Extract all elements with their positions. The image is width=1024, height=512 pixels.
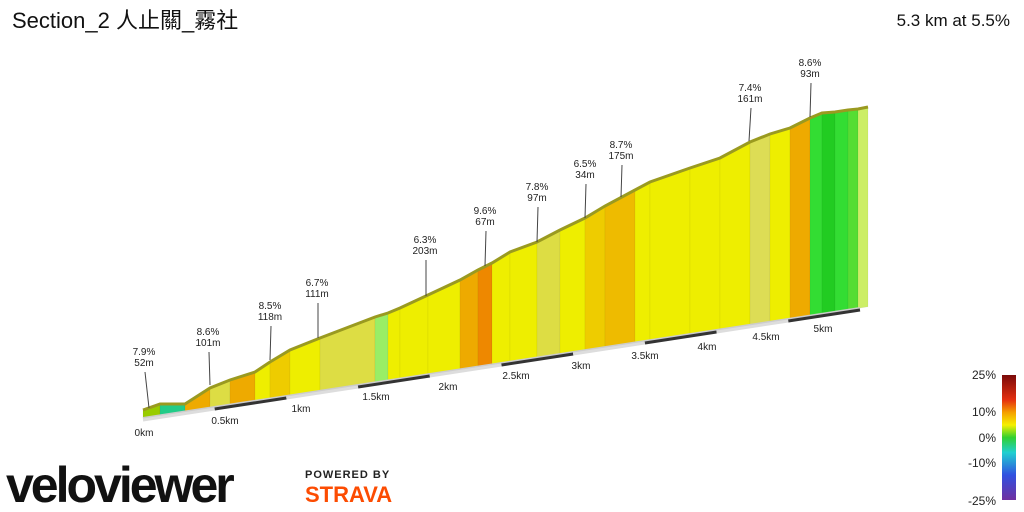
annotation-grade: 8.7% [610, 140, 633, 151]
profile-slab [649, 167, 691, 341]
grade-scale [1002, 375, 1016, 500]
strava-logo: STRAVA [305, 482, 392, 507]
annotation-grade: 8.6% [197, 327, 220, 338]
annotation-length: 67m [475, 217, 494, 228]
rail-segment [644, 330, 717, 345]
profile-slab [477, 262, 493, 367]
distance-label: 3.5km [631, 351, 658, 362]
distance-label: 1.5km [362, 392, 389, 403]
profile-slab [789, 117, 811, 320]
profile-slab [584, 205, 606, 351]
annotation-length: 161m [737, 94, 762, 105]
profile-slab [847, 108, 859, 311]
rail-segment [142, 407, 215, 422]
annotation-length: 111m [305, 289, 329, 300]
profile-slab [559, 217, 586, 355]
distance-label: 4km [698, 342, 717, 353]
distance-label: 2km [439, 382, 458, 393]
rail-segment [788, 308, 861, 323]
distance-label: 1km [292, 404, 311, 415]
annotation-leader [809, 82, 812, 118]
annotation-leader [208, 351, 211, 386]
profile-slab [809, 112, 823, 316]
profile-slab [604, 189, 636, 348]
annotation-length: 52m [134, 358, 153, 369]
powered-by: POWERED BY [305, 469, 390, 481]
profile-slab [459, 269, 479, 370]
veloviewer-logo: veloviewer [6, 457, 234, 512]
annotation-grade: 6.5% [574, 159, 597, 170]
annotation-grade: 8.6% [799, 58, 822, 69]
profile-slab [821, 111, 836, 315]
distance-label: 0.5km [211, 416, 238, 427]
legend-label: -25% [968, 494, 996, 508]
profile-slab [374, 312, 389, 383]
rail-segment [716, 319, 789, 334]
annotation-grade: 8.5% [259, 301, 282, 312]
profile-slab [509, 241, 538, 362]
profile-slab [769, 127, 791, 323]
annotation-leader [484, 230, 487, 267]
legend-label: 0% [979, 431, 997, 445]
annotation-grade: 9.6% [474, 206, 497, 217]
annotation-leader [584, 183, 587, 219]
annotation-leader [748, 107, 752, 142]
profile-base [142, 307, 861, 419]
distance-label: 3km [572, 361, 591, 372]
rail-segment [286, 385, 359, 400]
annotation-leader [536, 206, 539, 243]
distance-label: 5km [814, 324, 833, 335]
annotation-length: 93m [800, 69, 819, 80]
legend: 25% 10% 0% -10% -25% [968, 368, 996, 508]
profile-edge [142, 105, 869, 412]
annotation-grade: 6.3% [414, 235, 437, 246]
annotation-grade: 6.7% [306, 278, 329, 289]
elevation-profile [142, 105, 869, 419]
legend-label: 25% [972, 368, 996, 382]
distance-label: 0km [135, 428, 154, 439]
profile-slab [689, 157, 721, 335]
profile-slab [536, 229, 561, 358]
annotation-grade: 7.8% [526, 182, 549, 193]
profile-slab [491, 251, 511, 365]
profile-slab [387, 307, 401, 381]
distance-label: 4.5km [752, 332, 779, 343]
profile-slab [749, 133, 771, 326]
annotation-length: 101m [195, 338, 220, 349]
legend-label: -10% [968, 456, 996, 470]
annotation-grade: 7.9% [133, 347, 156, 358]
rail-segment [214, 396, 287, 411]
annotation-length: 175m [608, 151, 633, 162]
annotation-leader [144, 371, 150, 409]
annotations: 7.9%52m8.6%101m8.5%118m6.7%111m6.3%203m9… [133, 58, 822, 409]
profile-slab [834, 109, 849, 313]
annotation-length: 118m [258, 312, 282, 323]
annotation-length: 97m [527, 193, 546, 204]
legend-label: 10% [972, 405, 996, 419]
rail-segment [357, 374, 431, 389]
rail-segment [501, 352, 574, 367]
profile-slab [857, 106, 869, 309]
distance-label: 2.5km [502, 371, 529, 382]
title: Section_2 人止關_霧社 [12, 8, 238, 33]
annotation-length: 203m [412, 246, 437, 257]
annotation-grade: 7.4% [739, 83, 762, 94]
profile-slab [634, 181, 651, 343]
annotation-leader [269, 325, 272, 361]
rail-segment [572, 341, 646, 356]
distance-rail [142, 308, 861, 422]
summary: 5.3 km at 5.5% [897, 11, 1010, 30]
annotation-leader [620, 164, 623, 198]
rail-segment [429, 363, 502, 378]
profile-slab [719, 141, 751, 330]
annotation-length: 34m [575, 170, 594, 181]
distance-labels: 0km 0.5km 1km 1.5km 2km 2.5km 3km 3.5km 4km 4.5km… [135, 324, 833, 439]
